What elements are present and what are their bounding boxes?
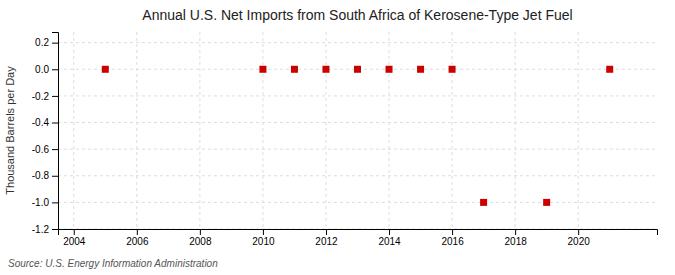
tick-mark (200, 229, 201, 235)
grid-line (389, 32, 390, 229)
tick-mark (326, 229, 327, 235)
tick-label: 2014 (378, 236, 401, 247)
tick: -0.2 (32, 91, 58, 102)
grid-line (58, 202, 657, 203)
tick-mark (452, 229, 453, 235)
source-note: Source: U.S. Energy Information Administ… (8, 258, 218, 269)
tick-label: -0.2 (32, 91, 50, 102)
tick: 2016 (441, 229, 464, 247)
tick: 2020 (568, 229, 591, 247)
point (102, 66, 109, 73)
tick-label: 0.0 (35, 64, 49, 75)
chart-svg: 2004200620082010201220142016201820200.20… (0, 0, 675, 275)
grid (58, 32, 657, 229)
tick: -0.4 (32, 117, 58, 128)
x-axis: 2004 2006 2008 2010 2012 2014 2016 2018 2020 (59, 229, 658, 247)
tick-mark (74, 229, 75, 235)
tick: 2010 (252, 229, 275, 247)
point (417, 66, 424, 73)
tick: 0.2 (35, 37, 58, 48)
tick: -0.6 (32, 144, 58, 155)
tick-label: 2016 (441, 236, 464, 247)
tick-label: 2008 (189, 236, 212, 247)
grid-line (325, 32, 326, 229)
tick-label: -1.2 (32, 224, 50, 235)
tick-mark (389, 229, 390, 235)
tick-mark (52, 69, 58, 70)
tick-label: -1.0 (32, 197, 50, 208)
tick-mark (515, 229, 516, 235)
point (606, 66, 613, 73)
grid-line (136, 32, 137, 229)
grid-line (262, 32, 263, 229)
tick: 2008 (189, 229, 212, 247)
tick-mark (52, 96, 58, 97)
axis-line (59, 230, 658, 236)
grid-line (58, 95, 657, 96)
grid-line (58, 122, 657, 123)
point (322, 66, 329, 73)
tick: -1.0 (32, 197, 58, 208)
title: Annual U.S. Net Imports from South Afric… (142, 7, 572, 23)
tick-mark (52, 202, 58, 203)
tick-mark (52, 123, 58, 124)
tick-mark (137, 229, 138, 235)
tick-mark (263, 229, 264, 235)
point (543, 199, 550, 206)
grid-line (58, 149, 657, 150)
points (102, 66, 613, 206)
grid-line (58, 42, 657, 43)
point (259, 66, 266, 73)
tick: -1.2 (32, 224, 58, 235)
point (386, 66, 393, 73)
tick-label: 2020 (568, 236, 591, 247)
y-axis-label: Thousand Barrels per Day (4, 66, 16, 195)
tick: 2004 (63, 229, 86, 247)
tick-label: -0.8 (32, 170, 50, 181)
grid-line (452, 32, 453, 229)
grid-line (73, 32, 74, 229)
y-axis: 0.2 0.0 -0.2 -0.4 -0.6 -0.8 -1.0 -1.2 (32, 33, 59, 235)
tick-label: 2012 (315, 236, 338, 247)
tick-mark (52, 149, 58, 150)
tick: 2018 (505, 229, 528, 247)
grid-line (578, 32, 579, 229)
chart-container: 2004200620082010201220142016201820200.20… (0, 0, 675, 275)
tick-label: 2018 (505, 236, 528, 247)
tick-label: 2010 (252, 236, 275, 247)
tick: 2012 (315, 229, 338, 247)
point (449, 66, 456, 73)
tick: -0.8 (32, 170, 58, 181)
tick-label: 0.2 (35, 37, 49, 48)
tick-label: 2006 (126, 236, 149, 247)
tick-mark (52, 176, 58, 177)
grid-line (58, 175, 657, 176)
tick-label: -0.6 (32, 144, 50, 155)
plot-area: 2004200620082010201220142016201820200.20… (32, 32, 658, 247)
grid-line (515, 32, 516, 229)
tick-label: -0.4 (32, 117, 50, 128)
tick-label: 2004 (63, 236, 86, 247)
tick-mark (578, 229, 579, 235)
tick: 2006 (126, 229, 149, 247)
tick-mark (52, 43, 58, 44)
tick: 2014 (378, 229, 401, 247)
point (480, 199, 487, 206)
tick-mark (52, 229, 58, 230)
tick: 0.0 (35, 64, 58, 75)
grid-line (199, 32, 200, 229)
axis-line (52, 33, 59, 230)
point (354, 66, 361, 73)
point (291, 66, 298, 73)
